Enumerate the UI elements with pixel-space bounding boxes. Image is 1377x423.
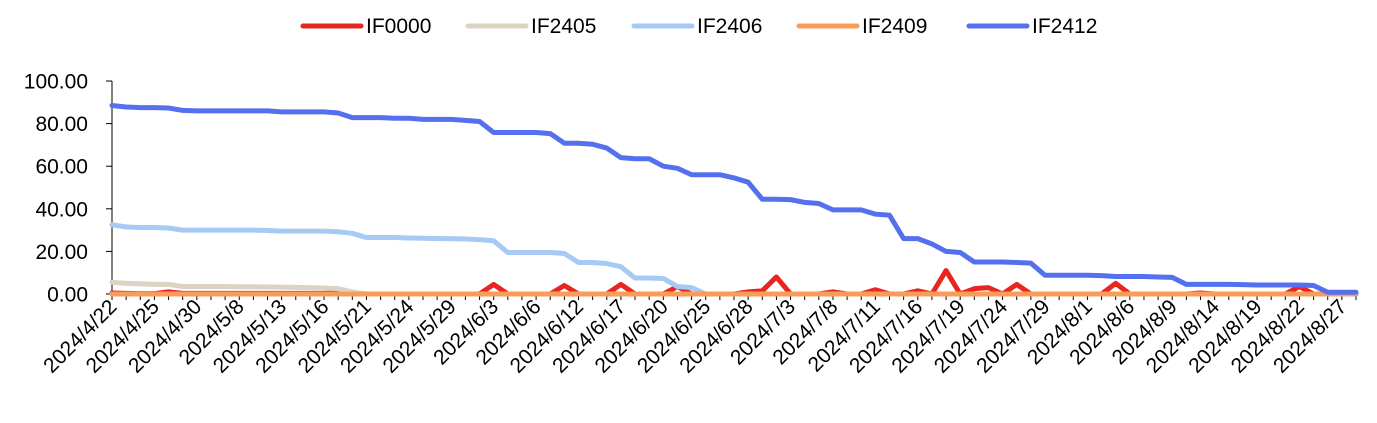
legend-label-if2409: IF2409: [862, 15, 927, 38]
legend-label-if2406: IF2406: [697, 15, 762, 38]
y-tick-label: 60.00: [35, 156, 88, 179]
y-tick-label: 80.00: [35, 113, 88, 136]
legend-label-if2405: IF2405: [531, 15, 596, 38]
y-tick-label: 40.00: [35, 198, 88, 221]
y-tick-label: 0.00: [47, 284, 88, 307]
legend: IF0000 IF2405 IF2406 IF2409 IF2412: [300, 15, 1097, 38]
legend-label-if2412: IF2412: [1032, 15, 1097, 38]
x-axis: 2024/4/222024/4/252024/4/302024/5/82024/…: [39, 293, 1357, 378]
y-axis: 0.00 20.00 40.00 60.00 80.00 100.00: [24, 71, 113, 307]
series-line-if2406: [109, 222, 1359, 297]
y-tick-label: 20.00: [35, 241, 88, 264]
legend-label-if0000: IF0000: [366, 15, 431, 38]
series-line-if0000: [109, 268, 1359, 297]
series-layer: [109, 103, 1359, 297]
series-line-if2412: [109, 103, 1359, 295]
y-tick-label: 100.00: [24, 71, 88, 94]
